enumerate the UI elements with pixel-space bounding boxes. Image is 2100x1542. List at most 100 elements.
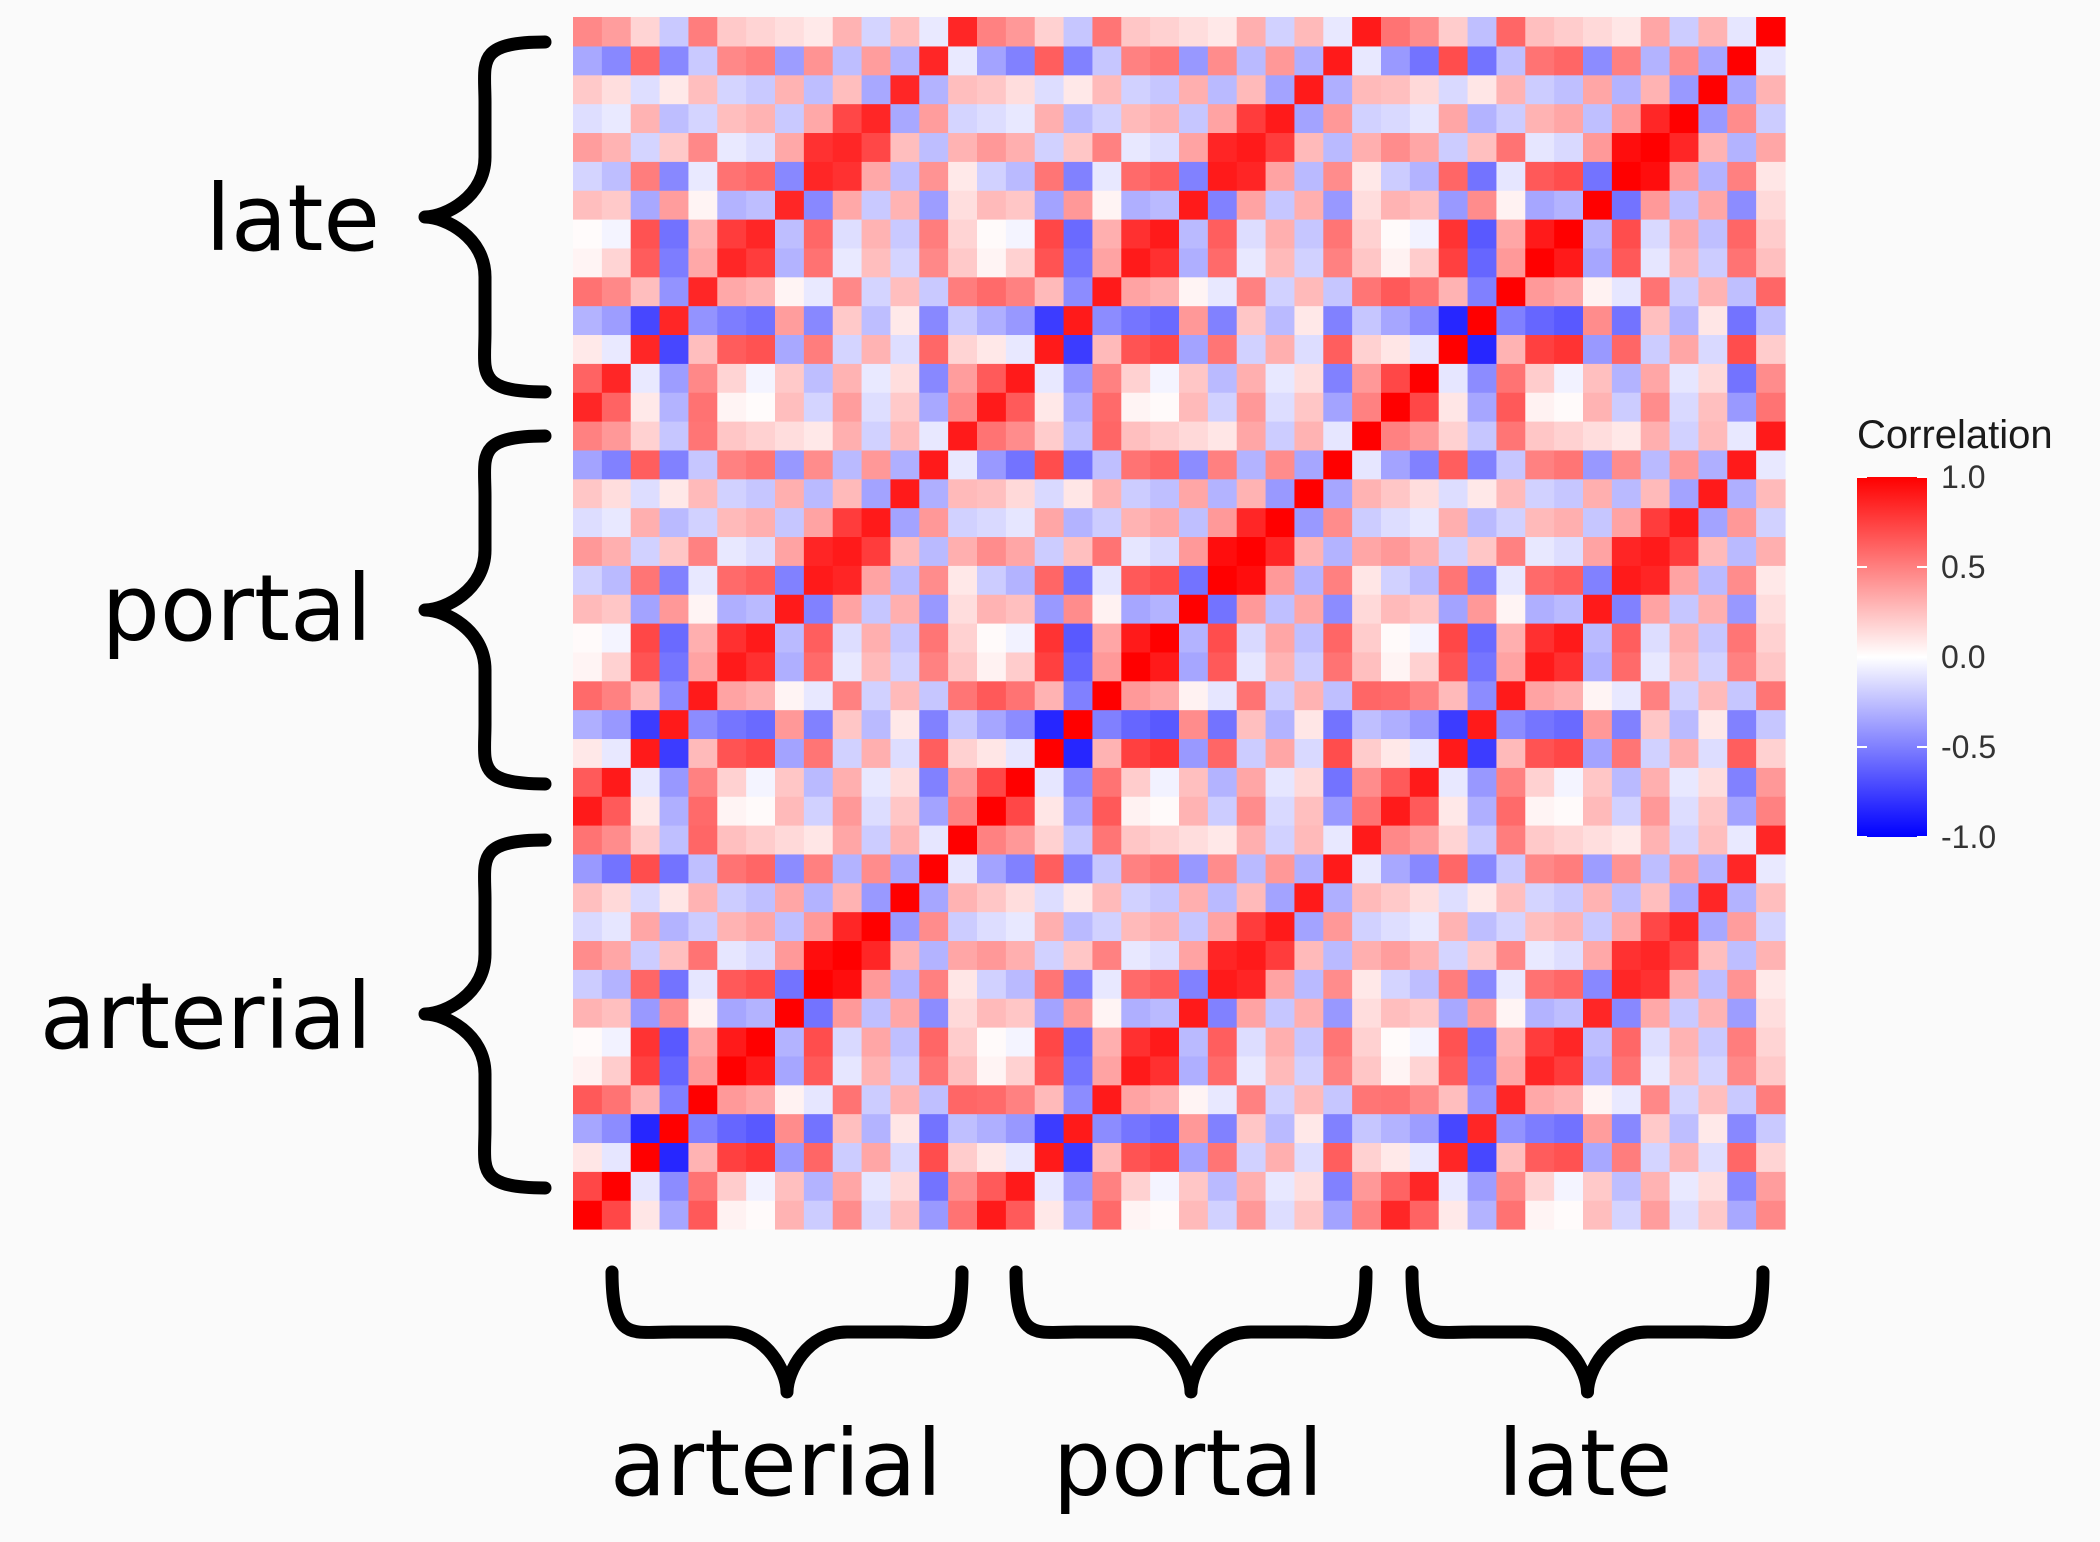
heatmap-cell xyxy=(1179,478,1209,509)
heatmap-cell xyxy=(1294,623,1324,653)
heatmap-cell xyxy=(1352,363,1382,393)
heatmap-cell xyxy=(1496,74,1526,105)
heatmap-cell xyxy=(1207,363,1238,393)
heatmap-cell xyxy=(948,1027,978,1057)
heatmap-cell xyxy=(1236,305,1267,336)
heatmap-cell xyxy=(832,796,863,826)
heatmap-cell xyxy=(977,911,1007,942)
heatmap-cell xyxy=(1150,45,1180,76)
heatmap-cell xyxy=(1265,449,1296,480)
heatmap-cell xyxy=(659,680,690,711)
heatmap-cell xyxy=(1611,1171,1642,1201)
heatmap-cell xyxy=(1496,45,1526,76)
heatmap-cell xyxy=(1150,536,1180,566)
heatmap-cell xyxy=(1236,17,1267,47)
heatmap-cell xyxy=(1323,1084,1353,1115)
heatmap-cell xyxy=(1669,190,1700,220)
heatmap-cell xyxy=(746,161,776,191)
heatmap-cell xyxy=(1092,392,1122,422)
heatmap-cell xyxy=(1525,680,1555,711)
heatmap-cell xyxy=(803,1142,834,1172)
heatmap-cell xyxy=(1409,594,1440,624)
heatmap-cell xyxy=(977,709,1007,740)
heatmap-cell xyxy=(1496,796,1526,826)
heatmap-cell xyxy=(1207,507,1238,538)
heatmap-cell xyxy=(803,17,834,47)
heatmap-cell xyxy=(1179,1055,1209,1086)
heatmap-cell xyxy=(1034,305,1065,336)
heatmap-cell xyxy=(948,161,978,191)
heatmap-cell xyxy=(1207,680,1238,711)
heatmap-cell xyxy=(1323,219,1353,249)
heatmap-cell xyxy=(1554,1142,1584,1172)
heatmap-cell xyxy=(659,536,690,566)
heatmap-cell xyxy=(803,1200,834,1230)
heatmap-cell xyxy=(1381,190,1411,220)
heatmap-cell xyxy=(1352,421,1382,451)
heatmap-cell xyxy=(1409,507,1440,538)
heatmap-cell xyxy=(1496,190,1526,220)
heatmap-cell xyxy=(919,882,949,913)
legend-tick-label: 0.5 xyxy=(1941,549,1985,585)
heatmap-cell xyxy=(717,132,747,162)
heatmap-cell xyxy=(717,247,747,278)
heatmap-cell xyxy=(1467,74,1498,105)
heatmap-cell xyxy=(803,103,834,134)
heatmap-cell xyxy=(1381,478,1411,509)
heatmap-cell xyxy=(1323,594,1353,624)
heatmap-cell xyxy=(746,825,776,855)
heatmap-cell xyxy=(1467,449,1498,480)
heatmap-cell xyxy=(630,1084,661,1115)
heatmap-cell xyxy=(1698,74,1728,105)
heatmap-cell xyxy=(1265,161,1296,191)
heatmap-cell xyxy=(1150,103,1180,134)
heatmap-cell xyxy=(1323,1055,1353,1086)
heatmap-cell xyxy=(832,825,863,855)
heatmap-cell xyxy=(977,969,1007,999)
heatmap-cell xyxy=(1438,623,1469,653)
heatmap-cell xyxy=(1352,507,1382,538)
heatmap-cell xyxy=(1207,1171,1238,1201)
heatmap-cell xyxy=(919,45,949,76)
heatmap-cell xyxy=(1496,853,1526,884)
heatmap-cell xyxy=(1121,1055,1151,1086)
heatmap-cell xyxy=(1640,219,1671,249)
heatmap-cell xyxy=(948,219,978,249)
heatmap-cell xyxy=(1121,1027,1151,1057)
heatmap-cell xyxy=(1063,247,1094,278)
heatmap-cell xyxy=(1005,1142,1036,1172)
heatmap-cell xyxy=(1409,132,1440,162)
heatmap-cell xyxy=(1352,1142,1382,1172)
heatmap-cell xyxy=(746,305,776,336)
heatmap-cell xyxy=(688,853,718,884)
heatmap-cell xyxy=(1179,276,1209,307)
heatmap-cell xyxy=(1438,1113,1469,1144)
heatmap-cell xyxy=(861,565,892,595)
heatmap-cell xyxy=(1438,767,1469,797)
heatmap-cell xyxy=(1005,219,1036,249)
heatmap-cell xyxy=(775,1171,805,1201)
heatmap-cell xyxy=(1063,17,1094,47)
heatmap-cell xyxy=(1323,623,1353,653)
heatmap-cell xyxy=(717,507,747,538)
heatmap-cell xyxy=(1467,161,1498,191)
heatmap-cell xyxy=(1467,882,1498,913)
heatmap-cell xyxy=(1727,45,1757,76)
heatmap-cell xyxy=(919,1142,949,1172)
heatmap-cell xyxy=(890,392,920,422)
heatmap-cell xyxy=(803,276,834,307)
heatmap-cell xyxy=(1669,449,1700,480)
heatmap-cell xyxy=(861,392,892,422)
heatmap-cell xyxy=(659,651,690,682)
heatmap-cell xyxy=(1179,305,1209,336)
heatmap-cell xyxy=(1150,796,1180,826)
heatmap-cell xyxy=(1698,1142,1728,1172)
heatmap-cell xyxy=(1150,969,1180,999)
heatmap-cell xyxy=(1669,969,1700,999)
heatmap-cell xyxy=(717,1055,747,1086)
heatmap-cell xyxy=(1265,421,1296,451)
heatmap-cell xyxy=(803,190,834,220)
heatmap-cell xyxy=(803,421,834,451)
heatmap-cell xyxy=(1669,1055,1700,1086)
